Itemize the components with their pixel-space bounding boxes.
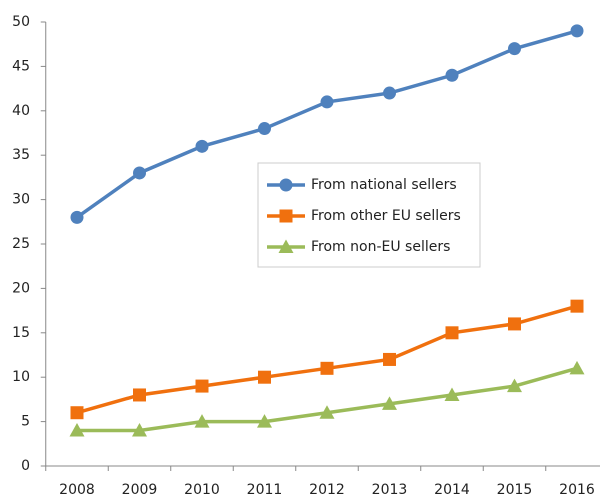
x-tick-label: 2009 bbox=[122, 482, 158, 498]
marker bbox=[320, 95, 334, 109]
marker bbox=[69, 422, 85, 437]
marker bbox=[133, 388, 146, 402]
marker bbox=[70, 406, 84, 420]
y-tick-label: 0 bbox=[21, 458, 30, 474]
marker bbox=[320, 361, 334, 375]
y-tick-label: 10 bbox=[12, 369, 30, 385]
x-tick-label: 2015 bbox=[497, 482, 533, 498]
marker bbox=[444, 387, 460, 401]
y-tick-label: 20 bbox=[12, 280, 30, 296]
x-tick-label: 2016 bbox=[559, 482, 595, 498]
y-tick-label: 5 bbox=[21, 414, 30, 430]
legend-marker bbox=[279, 178, 293, 192]
x-tick-label: 2008 bbox=[59, 482, 95, 498]
x-tick-label: 2013 bbox=[372, 482, 408, 498]
series-line bbox=[76, 304, 578, 415]
marker bbox=[258, 122, 271, 136]
y-tick-label: 35 bbox=[12, 147, 30, 163]
y-tick-label: 25 bbox=[12, 236, 30, 252]
marker bbox=[570, 24, 584, 38]
marker bbox=[258, 370, 271, 384]
y-tick-label: 45 bbox=[12, 58, 30, 74]
marker bbox=[508, 317, 521, 331]
marker bbox=[194, 414, 210, 428]
legend-label: From non-EU sellers bbox=[311, 239, 450, 255]
marker bbox=[507, 378, 522, 393]
legend-marker bbox=[278, 239, 294, 253]
y-tick-label: 30 bbox=[12, 192, 30, 208]
x-tick-label: 2012 bbox=[309, 482, 345, 498]
marker bbox=[132, 422, 147, 437]
marker bbox=[195, 139, 209, 153]
marker bbox=[195, 379, 209, 393]
marker bbox=[445, 68, 459, 82]
x-tick-label: 2014 bbox=[434, 482, 470, 498]
marker bbox=[382, 396, 397, 410]
marker bbox=[383, 352, 396, 366]
y-tick-label: 40 bbox=[12, 103, 30, 119]
legend-marker bbox=[279, 209, 293, 223]
marker bbox=[508, 42, 521, 56]
marker bbox=[319, 405, 335, 419]
x-tick-label: 2011 bbox=[247, 482, 283, 498]
marker bbox=[133, 166, 146, 180]
marker bbox=[257, 414, 272, 428]
x-tick-label: 2010 bbox=[184, 482, 220, 498]
marker bbox=[445, 326, 459, 340]
marker bbox=[569, 360, 585, 375]
legend-label: From other EU sellers bbox=[311, 208, 461, 224]
marker bbox=[383, 86, 396, 100]
series-line bbox=[77, 366, 578, 433]
marker bbox=[70, 210, 84, 224]
marker bbox=[570, 299, 584, 313]
y-tick-label: 15 bbox=[12, 325, 30, 341]
y-tick-label: 50 bbox=[12, 14, 30, 30]
legend-label: From national sellers bbox=[311, 177, 457, 193]
